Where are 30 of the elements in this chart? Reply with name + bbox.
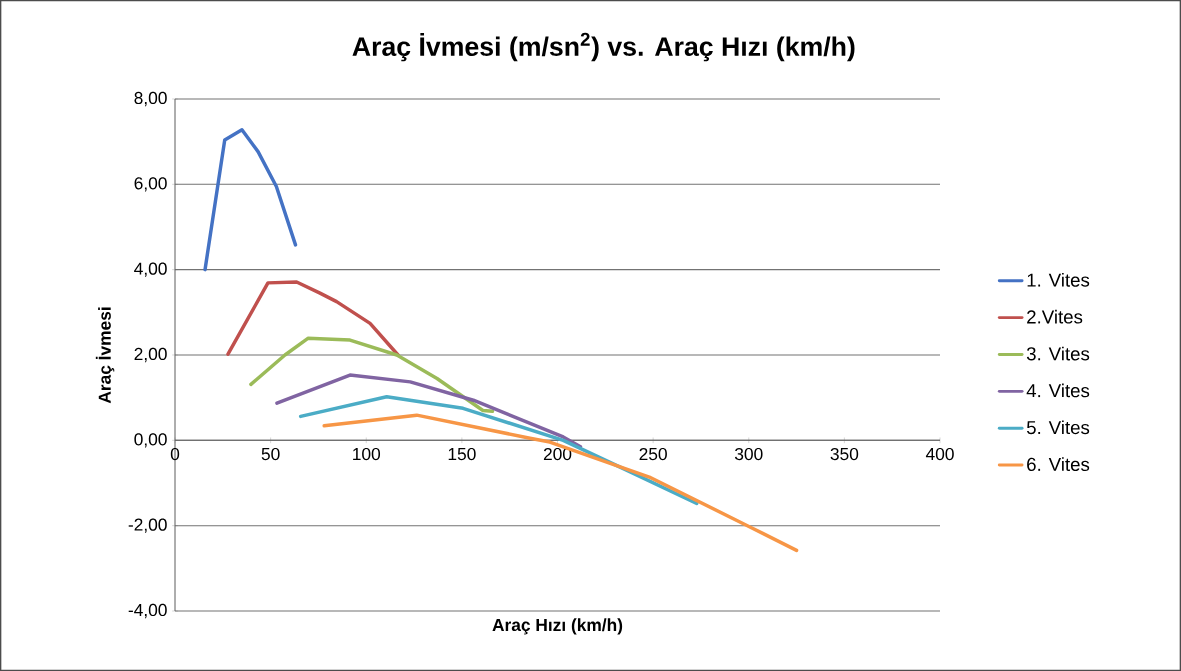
x-axis-title: Araç Hızı (km/h) [492, 618, 623, 635]
y-tick-label: -2,00 [128, 518, 167, 533]
legend-label: 2.Vites [1027, 309, 1083, 324]
y-tick-label: 2,00 [134, 347, 167, 363]
x-tick-label: 50 [261, 447, 280, 461]
x-tick-label: 250 [639, 447, 667, 461]
x-tick-label: 150 [448, 447, 476, 461]
y-tick-label: -4,00 [128, 603, 167, 619]
x-tick-label: 350 [830, 447, 859, 461]
chart-title: Araç İvmesi (m/sn$^{2}$) vs. Araç Hızı (km/h) [352, 32, 855, 62]
x-tick-label: 100 [353, 447, 381, 461]
line-series [275, 373, 583, 449]
y-tick-label: 8,00 [134, 91, 167, 107]
y-tick-label: 0,00 [134, 433, 167, 448]
line-series [203, 127, 298, 272]
line-series [226, 280, 400, 357]
y-tick-label: 6,00 [134, 177, 167, 192]
y-axis-title: Araç İvmesi [95, 307, 115, 404]
legend-label: 1. Vites [1027, 273, 1090, 287]
line-series [249, 336, 495, 414]
legend-label: 5. Vites [1026, 420, 1090, 435]
legend-label: 3. Vites [1026, 346, 1090, 361]
line-series [322, 413, 799, 553]
x-tick-label: 300 [734, 447, 763, 461]
legend-label: 6. Vites [1027, 457, 1090, 472]
y-tick-label: 4,00 [134, 262, 167, 277]
x-tick-label: 400 [925, 447, 954, 461]
line-series [298, 395, 699, 506]
x-tick-label: 0 [170, 447, 180, 461]
legend-label: 4. Vites [1026, 383, 1090, 398]
